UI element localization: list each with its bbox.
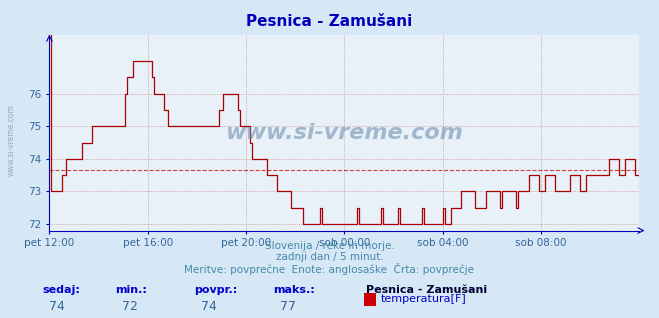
Text: Meritve: povprečne  Enote: anglosaške  Črta: povprečje: Meritve: povprečne Enote: anglosaške Črt…: [185, 263, 474, 275]
Text: 74: 74: [201, 300, 217, 313]
Text: www.si-vreme.com: www.si-vreme.com: [7, 104, 16, 176]
Text: Pesnica - Zamušani: Pesnica - Zamušani: [246, 14, 413, 29]
Text: povpr.:: povpr.:: [194, 285, 238, 294]
Text: temperatura[F]: temperatura[F]: [381, 294, 467, 304]
Text: Pesnica - Zamušani: Pesnica - Zamušani: [366, 285, 487, 294]
Text: 74: 74: [49, 300, 65, 313]
Text: 72: 72: [122, 300, 138, 313]
Text: sedaj:: sedaj:: [43, 285, 80, 294]
Text: min.:: min.:: [115, 285, 147, 294]
Text: www.si-vreme.com: www.si-vreme.com: [225, 123, 463, 143]
Text: zadnji dan / 5 minut.: zadnji dan / 5 minut.: [275, 252, 384, 262]
Text: Slovenija / reke in morje.: Slovenija / reke in morje.: [264, 241, 395, 251]
Text: maks.:: maks.:: [273, 285, 315, 294]
Text: 77: 77: [280, 300, 296, 313]
